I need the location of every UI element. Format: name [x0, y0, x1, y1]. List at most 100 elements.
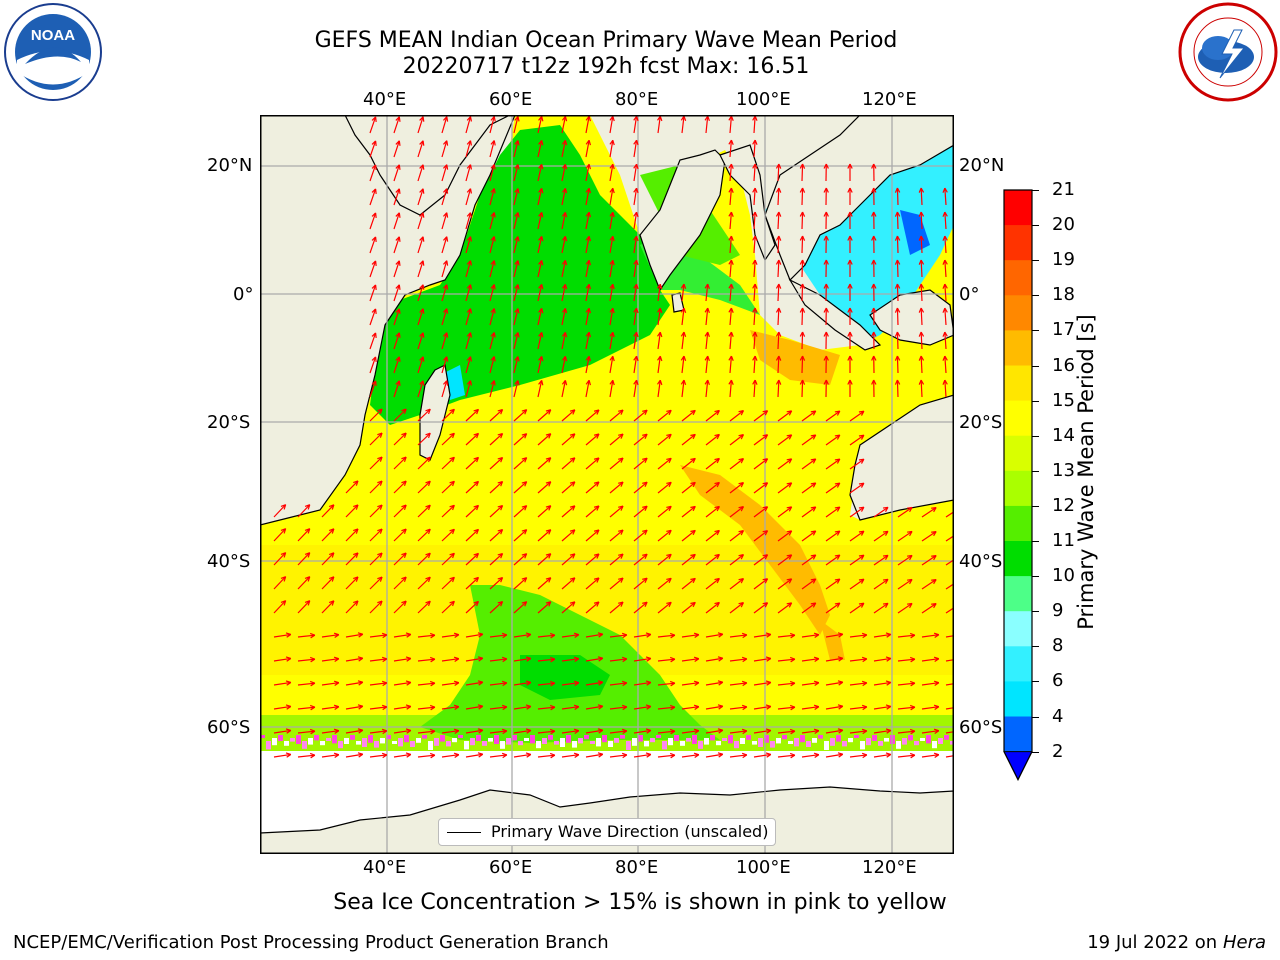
- wave-arrow: [729, 554, 745, 566]
- wave-arrow: [849, 530, 865, 542]
- wave-arrow: [752, 163, 758, 182]
- wave-arrow: [921, 530, 937, 542]
- wave-arrow: [417, 480, 431, 494]
- colorbar-tick-mark: [1032, 716, 1039, 718]
- wave-arrow: [942, 187, 948, 206]
- wave-arrow: [823, 283, 829, 302]
- wave-arrow: [801, 458, 817, 470]
- wave-arrow: [918, 379, 925, 398]
- wave-arrow: [585, 187, 592, 206]
- wave-arrow: [847, 163, 853, 181]
- wave-arrow: [753, 434, 769, 446]
- wave-arrow: [441, 164, 449, 182]
- wave-arrow: [633, 577, 648, 590]
- noaa-logo-text: NOAA: [31, 27, 75, 44]
- wave-arrow: [537, 632, 556, 639]
- lat-tick-right-40s: 40°S: [959, 551, 1003, 572]
- wave-arrow: [799, 307, 806, 326]
- wave-arrow: [585, 505, 600, 518]
- wave-arrow: [657, 433, 672, 446]
- wave-arrow: [942, 355, 948, 374]
- wave-arrow: [489, 356, 496, 374]
- wave-arrow: [441, 356, 449, 374]
- wave-arrow: [752, 379, 758, 398]
- wave-arrow: [849, 554, 865, 566]
- colorbar-tick-mark: [1032, 470, 1039, 472]
- wave-arrow: [681, 704, 700, 710]
- lon-tick-bottom-100e: 100°E: [736, 857, 791, 878]
- wave-arrow: [777, 752, 796, 759]
- wave-arrow: [537, 380, 544, 398]
- wave-arrow: [393, 284, 401, 302]
- footer-machine: Hera: [1222, 932, 1266, 953]
- colorbar-tick-mark: [1032, 295, 1039, 297]
- wave-arrow: [799, 259, 806, 278]
- wave-arrow: [441, 752, 460, 758]
- wave-arrow: [871, 331, 877, 350]
- wave-arrow: [345, 632, 364, 638]
- wave-arrow: [441, 188, 449, 206]
- lon-tick-bottom-60e: 60°E: [489, 857, 533, 878]
- wave-arrow: [585, 632, 604, 638]
- wave-arrow: [873, 530, 889, 542]
- wave-arrow: [369, 284, 377, 302]
- wave-arrow: [561, 529, 576, 542]
- wave-arrow: [273, 752, 292, 758]
- wave-arrow: [849, 656, 868, 663]
- wave-arrow: [633, 601, 648, 614]
- wave-arrow: [513, 116, 520, 134]
- colorbar-tick-mark: [1032, 541, 1039, 542]
- wave-arrow: [823, 187, 829, 206]
- wave-arrow: [561, 728, 580, 734]
- lat-tick-right-0: 0°: [959, 284, 980, 305]
- wave-arrow: [417, 528, 431, 542]
- wave-arrow: [752, 355, 758, 374]
- wave-arrow: [918, 211, 925, 230]
- wave-arrow: [465, 116, 472, 134]
- wave-arrow: [465, 408, 480, 422]
- wave-arrow: [777, 728, 796, 735]
- wave-arrow: [801, 680, 820, 686]
- wave-arrow: [561, 553, 576, 566]
- wave-arrow: [897, 506, 913, 518]
- wave-arrow: [801, 632, 820, 638]
- wave-arrow: [825, 434, 841, 446]
- wave-arrow: [801, 728, 820, 734]
- wave-arrow: [633, 553, 648, 566]
- wave-arrow: [633, 187, 639, 206]
- sea-ice-caption: Sea Ice Concentration > 15% is shown in …: [333, 890, 947, 915]
- colorbar-tick-mark: [1032, 751, 1039, 753]
- wave-arrow: [345, 728, 364, 734]
- wave-arrow: [873, 554, 889, 566]
- wave-arrow: [897, 728, 916, 735]
- wave-arrow: [823, 235, 829, 254]
- wave-arrow: [849, 728, 868, 735]
- wave-arrow: [321, 656, 340, 662]
- wave-arrow: [681, 529, 696, 542]
- wave-arrow: [921, 728, 940, 734]
- wave-arrow: [705, 632, 724, 638]
- wave-arrow: [513, 284, 520, 302]
- wave-arrow: [489, 116, 496, 134]
- lon-tick-top-60e: 60°E: [489, 89, 533, 110]
- wave-arrow: [513, 728, 532, 734]
- wave-arrow: [680, 115, 687, 134]
- wave-arrow: [609, 187, 615, 206]
- wave-arrow: [847, 331, 853, 349]
- wave-arrow: [537, 752, 556, 759]
- wave-arrow: [465, 600, 480, 614]
- wave-arrow: [777, 530, 793, 542]
- wave-arrow: [825, 602, 841, 614]
- wave-arrow: [728, 211, 734, 230]
- wave-arrow: [633, 433, 648, 446]
- wave-arrow: [823, 259, 829, 278]
- wave-arrow: [393, 308, 401, 326]
- wave-arrow: [393, 576, 407, 590]
- wave-arrow: [561, 379, 568, 398]
- wave-arrow: [680, 355, 687, 374]
- wave-arrow: [657, 632, 676, 639]
- wave-arrow: [321, 680, 340, 686]
- wave-arrow: [393, 528, 407, 542]
- wave-arrow: [942, 235, 948, 254]
- wave-arrow: [369, 140, 377, 158]
